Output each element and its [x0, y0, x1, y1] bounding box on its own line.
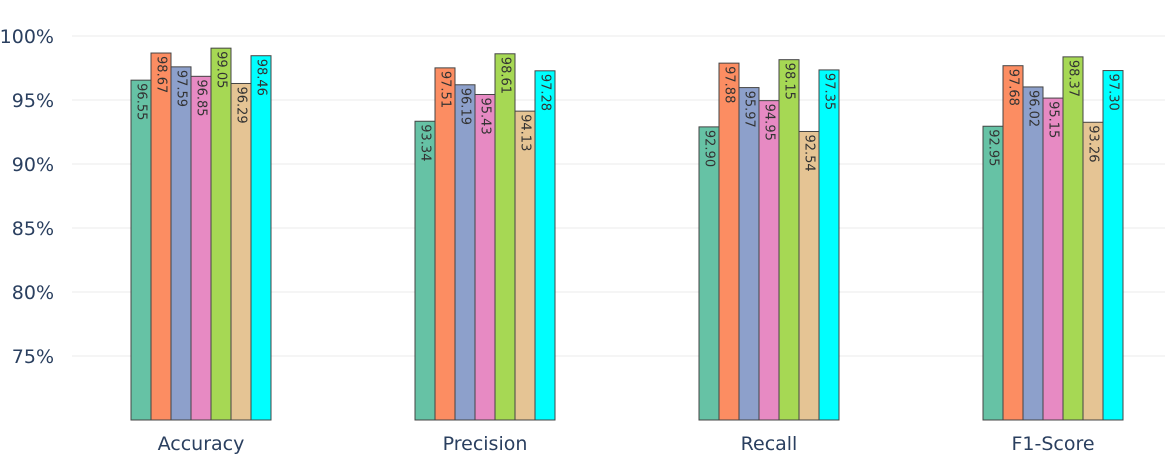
bar: [514, 110, 536, 421]
bar: [130, 79, 152, 421]
bar-value-label: 96.85: [194, 79, 209, 116]
bar-value-label: 93.26: [1086, 125, 1101, 162]
bar-value-label: 98.61: [498, 57, 513, 94]
bar-value-label: 97.68: [1006, 69, 1021, 106]
y-tick-label: 75%: [12, 346, 54, 368]
bar: [1102, 70, 1124, 421]
bar-value-label: 98.67: [154, 56, 169, 93]
bar-value-label: 95.43: [478, 97, 493, 134]
x-axis-category-labels: Accuracy Precision Recall F1-Score: [158, 433, 1095, 455]
y-tick-label: 90%: [12, 154, 54, 176]
bar-value-label: 98.37: [1066, 60, 1081, 97]
bar: [250, 55, 272, 421]
y-tick-label: 80%: [12, 282, 54, 304]
bar-value-label: 92.54: [802, 134, 817, 171]
y-tick-label: 100%: [0, 26, 54, 48]
bar: [1082, 121, 1104, 421]
x-category-label: Recall: [741, 433, 798, 455]
bar: [1022, 86, 1044, 421]
bar-value-label: 94.13: [518, 114, 533, 151]
bar-value-label: 98.15: [782, 63, 797, 100]
bar: [818, 69, 840, 421]
bar-value-label: 92.90: [702, 130, 717, 167]
bar: [210, 47, 232, 421]
bar: [534, 70, 556, 421]
bar-value-label: 94.95: [762, 104, 777, 141]
bar-value-label: 93.34: [418, 124, 433, 161]
bar: [414, 120, 436, 421]
bar-value-label: 96.19: [458, 88, 473, 125]
bar: [1062, 56, 1084, 421]
bar-value-label: 96.55: [134, 83, 149, 120]
bar-value-label: 92.95: [986, 129, 1001, 166]
bar: [434, 67, 456, 421]
bar-value-label: 97.88: [722, 66, 737, 103]
bar: [718, 62, 740, 421]
x-category-label: Accuracy: [158, 433, 245, 455]
bar: [170, 66, 192, 421]
bar-value-label: 97.35: [822, 73, 837, 110]
bar: [230, 82, 252, 421]
bar-value-labels: 96.55 98.67 97.59 96.85 99.05 96.29 98.46 93.34…: [134, 51, 1121, 172]
bar-value-label: 97.51: [438, 71, 453, 108]
y-axis-tick-labels: 75% 80% 85% 90% 95% 100%: [0, 26, 54, 368]
bar-value-label: 97.59: [174, 70, 189, 107]
y-tick-label: 85%: [12, 218, 54, 240]
bar-value-label: 98.46: [254, 59, 269, 96]
bar: [778, 59, 800, 421]
bar-value-label: 95.15: [1046, 101, 1061, 138]
bar: [798, 130, 820, 421]
bar-value-label: 96.02: [1026, 90, 1041, 127]
bar-value-label: 99.05: [214, 51, 229, 88]
bar-value-label: 96.29: [234, 86, 249, 123]
bar: [474, 93, 496, 421]
bar-value-label: 97.30: [1106, 74, 1121, 111]
x-category-label: F1-Score: [1011, 433, 1094, 455]
bar: [738, 87, 760, 421]
bar: [150, 52, 172, 421]
bars: [130, 47, 1124, 421]
bar-value-label: 95.97: [742, 91, 757, 128]
bar: [190, 75, 212, 421]
bar: [1002, 65, 1024, 421]
bar: [698, 126, 720, 421]
bar: [494, 53, 516, 421]
bar-value-label: 97.28: [538, 74, 553, 111]
y-tick-label: 95%: [12, 90, 54, 112]
bar: [454, 84, 476, 421]
bar: [758, 100, 780, 421]
x-category-label: Precision: [443, 433, 528, 455]
bar: [1042, 97, 1064, 421]
bar: [982, 125, 1004, 421]
